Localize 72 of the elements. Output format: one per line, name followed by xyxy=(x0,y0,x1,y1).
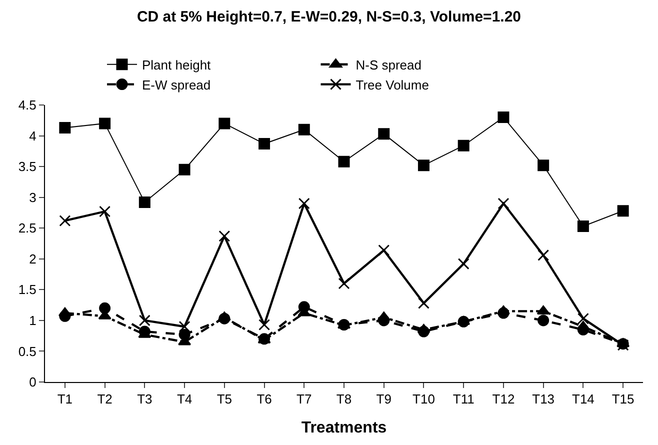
point xyxy=(418,326,430,338)
point xyxy=(298,301,310,313)
point xyxy=(498,112,510,124)
x-tick-label: T2 xyxy=(97,392,112,407)
point xyxy=(218,118,230,130)
point xyxy=(458,258,470,270)
point xyxy=(258,138,270,150)
x-tick-label: T13 xyxy=(532,392,555,407)
point xyxy=(577,312,589,324)
y-tick-label: 1 xyxy=(29,312,36,328)
x-tick-label: T11 xyxy=(452,392,474,407)
point xyxy=(458,140,470,152)
point xyxy=(178,164,190,176)
point xyxy=(538,314,550,326)
point xyxy=(418,297,430,309)
x-tick-label: T6 xyxy=(256,392,272,407)
point xyxy=(298,124,310,136)
point xyxy=(418,160,430,172)
y-tick-label: 4 xyxy=(29,128,36,144)
point xyxy=(538,160,550,172)
x-tick-label: T5 xyxy=(216,392,232,407)
point xyxy=(59,122,71,134)
point xyxy=(498,307,510,319)
y-tick-label: 0 xyxy=(29,374,36,390)
point xyxy=(178,328,190,340)
x-tick-label: T1 xyxy=(57,392,73,407)
point xyxy=(458,316,470,328)
y-tick-label: 2.5 xyxy=(18,220,36,236)
point xyxy=(536,305,550,314)
point xyxy=(218,230,230,242)
x-tick-label: T8 xyxy=(336,392,352,407)
point xyxy=(99,302,111,314)
point xyxy=(59,310,71,322)
chart-title: CD at 5% Height=0.7, E-W=0.29, N-S=0.3, Volume=1.20 xyxy=(136,8,522,26)
legend-label: E-W spread xyxy=(142,77,211,92)
point xyxy=(617,205,629,217)
y-tick-label: 0.5 xyxy=(18,344,36,359)
point xyxy=(378,244,390,256)
x-axis-title: Treatments xyxy=(301,419,387,436)
x-tick-label: T12 xyxy=(492,392,515,407)
y-tick-label: 4.5 xyxy=(18,98,36,113)
point xyxy=(99,206,111,218)
point xyxy=(498,198,510,210)
point xyxy=(577,220,589,232)
x-tick-label: T4 xyxy=(176,392,192,407)
point xyxy=(218,312,230,324)
legend-label: Tree Volume xyxy=(356,77,429,92)
x-tick-label: T9 xyxy=(376,392,392,407)
y-tick-label: 2 xyxy=(29,251,36,266)
x-tick-label: T14 xyxy=(572,392,594,407)
point xyxy=(338,156,350,168)
point xyxy=(258,319,270,330)
y-tick-label: 3 xyxy=(29,190,36,205)
point xyxy=(59,214,71,226)
point xyxy=(138,196,150,208)
legend-label: Plant height xyxy=(142,57,212,72)
point xyxy=(378,128,390,140)
point xyxy=(138,314,150,326)
point xyxy=(538,249,550,261)
point xyxy=(99,118,111,130)
y-tick-label: 1.5 xyxy=(18,282,36,298)
legend-label: N-S spread xyxy=(356,57,422,72)
x-tick-label: T7 xyxy=(296,392,312,407)
point xyxy=(178,320,190,332)
x-tick-label: T15 xyxy=(612,392,634,407)
x-tick-label: T10 xyxy=(412,392,435,407)
point xyxy=(338,278,350,290)
point xyxy=(378,314,390,326)
point xyxy=(577,324,589,336)
x-tick-label: T3 xyxy=(137,392,152,407)
point xyxy=(298,198,310,210)
y-tick-label: 3.5 xyxy=(18,159,36,174)
